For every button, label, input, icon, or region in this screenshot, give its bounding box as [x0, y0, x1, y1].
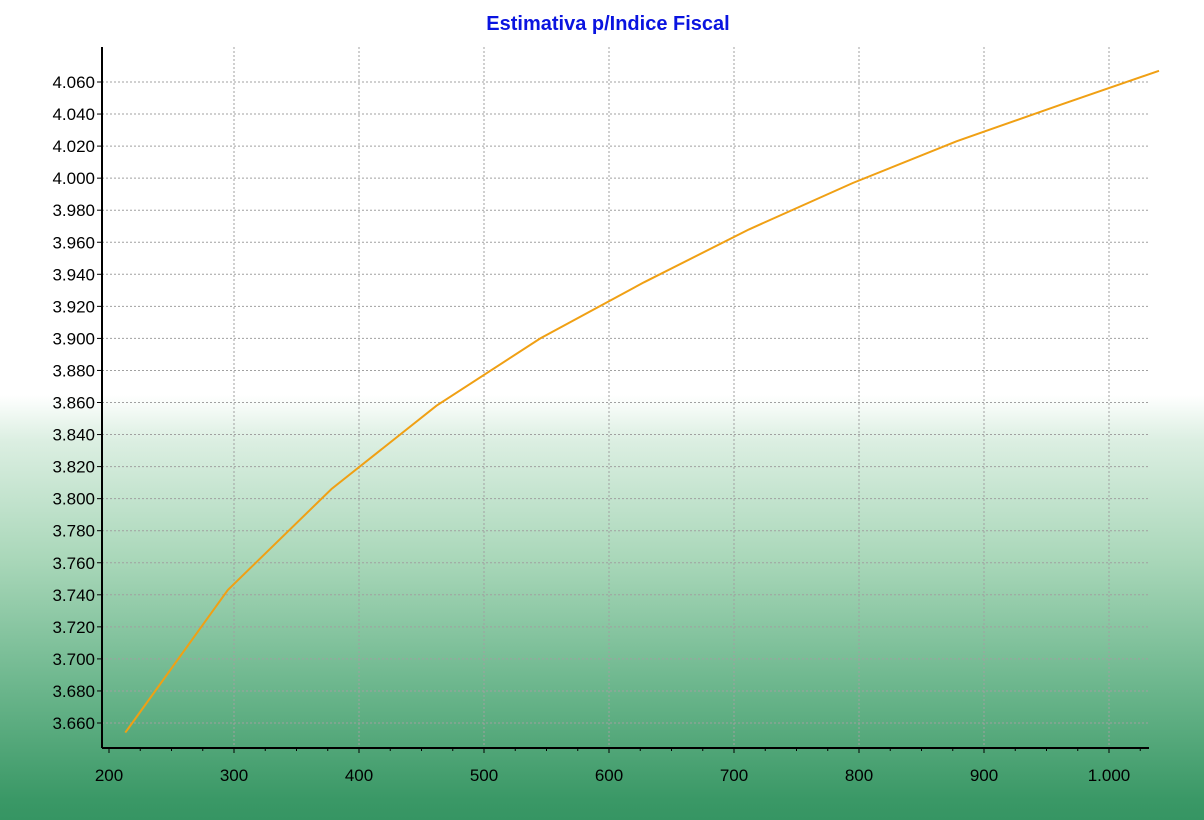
- y-tick-label: 4.060: [52, 73, 95, 92]
- x-tick-label: 300: [220, 766, 248, 785]
- y-tick-label: 3.820: [52, 458, 95, 477]
- x-tick-label: 700: [720, 766, 748, 785]
- y-tick-label: 3.680: [52, 682, 95, 701]
- x-tick-label: 600: [595, 766, 623, 785]
- y-tick-label: 3.760: [52, 554, 95, 573]
- y-tick-label: 4.000: [52, 169, 95, 188]
- axes: [101, 47, 1149, 749]
- x-tick-label: 900: [970, 766, 998, 785]
- y-tick-label: 3.740: [52, 586, 95, 605]
- x-tick-label: 1.000: [1088, 766, 1131, 785]
- series-line: [124, 69, 1160, 734]
- tick-marks: [97, 81, 1141, 753]
- y-tick-label: 4.040: [52, 105, 95, 124]
- y-tick-label: 3.800: [52, 490, 95, 509]
- tick-labels: 200 300 400 500 600 700 800 900 1.000 3.660 3.680 3…: [52, 73, 1130, 785]
- y-tick-label: 3.700: [52, 650, 95, 669]
- x-tick-label: 200: [95, 766, 123, 785]
- y-tick-label: 3.980: [52, 201, 95, 220]
- y-tick-label: 3.780: [52, 522, 95, 541]
- y-tick-label: 3.960: [52, 233, 95, 252]
- x-tick-label: 500: [470, 766, 498, 785]
- y-tick-label: 4.020: [52, 137, 95, 156]
- y-tick-label: 3.900: [52, 329, 95, 348]
- chart-title: Estimativa p/Indice Fiscal: [486, 13, 729, 35]
- y-tick-label: 3.860: [52, 394, 95, 413]
- series: [124, 69, 1160, 734]
- y-tick-label: 3.940: [52, 265, 95, 284]
- y-tick-label: 3.840: [52, 426, 95, 445]
- y-tick-label: 3.920: [52, 297, 95, 316]
- y-tick-label: 3.880: [52, 361, 95, 380]
- x-tick-label: 800: [845, 766, 873, 785]
- grid-lines: [102, 47, 1149, 748]
- x-tick-label: 400: [345, 766, 373, 785]
- y-tick-label: 3.660: [52, 714, 95, 733]
- y-tick-label: 3.720: [52, 618, 95, 637]
